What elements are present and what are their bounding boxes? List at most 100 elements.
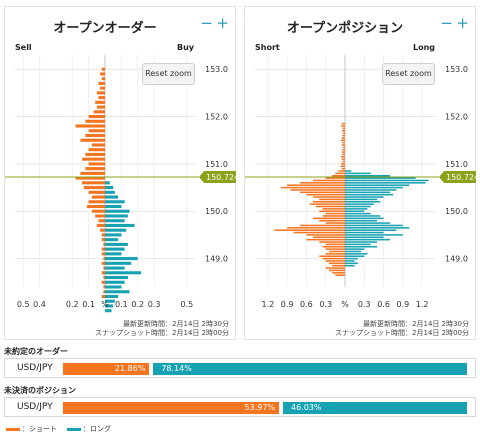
positions-left-bar: [335, 274, 345, 276]
positions-summary-bar: USD/JPY 53.97% 46.03%: [4, 397, 476, 417]
value-tick-label: 0.3: [319, 300, 332, 309]
positions-left-bar: [342, 141, 345, 144]
positions-right-bar: [345, 184, 410, 186]
orders-right-bar: [105, 228, 127, 232]
short-label: Short: [255, 43, 280, 52]
positions-left-bar: [332, 272, 345, 274]
price-tick-label: 150.0: [205, 207, 228, 216]
positions-left-bar: [328, 262, 345, 265]
positions-updated-time: 最新更新時間：2月14日 2時30分: [363, 320, 469, 328]
legend-short: ：ショート: [6, 424, 57, 434]
positions-left-bar: [342, 134, 345, 137]
positions-right-bar: [345, 243, 371, 246]
positions-left-bar: [300, 182, 345, 184]
positions-right-bar: [345, 248, 365, 250]
orders-left-bar: [98, 96, 105, 100]
orders-left-bar: [100, 72, 105, 76]
positions-left-bar: [316, 205, 345, 208]
orders-right-bar: [105, 242, 128, 246]
positions-right-bar: [345, 182, 426, 184]
value-tick-label: 0.3: [358, 300, 371, 309]
positions-left-bar: [342, 148, 345, 151]
positions-left-bar: [312, 201, 345, 203]
orders-left-bar: [103, 257, 105, 261]
reset-zoom-button[interactable]: Reset zoom: [382, 63, 435, 85]
value-tick-label: 0.2: [66, 300, 79, 309]
positions-left-bar: [338, 170, 345, 172]
orders-right-bar: [105, 271, 141, 275]
positions-right-bar: [345, 191, 390, 194]
price-tick-label: 151.0: [205, 160, 228, 169]
positions-left-bar: [340, 165, 345, 168]
positions-right-bar: [345, 236, 384, 239]
orders-left-bar: [93, 110, 105, 114]
positions-left-bar: [341, 125, 345, 127]
positions-right-bar: [345, 262, 358, 265]
orders-left-bar: [88, 162, 105, 166]
positions-right-bar: [345, 186, 403, 189]
reset-zoom-button[interactable]: Reset zoom: [142, 63, 195, 85]
legend-short-label: ：ショート: [22, 425, 57, 433]
orders-left-bar: [75, 124, 105, 128]
orders-left-bar: [87, 204, 105, 209]
orders-left-bar: [101, 271, 105, 275]
orders-right-bar: [105, 190, 115, 194]
legend: ：ショート ：ロング: [6, 424, 111, 434]
orders-left-bar: [98, 219, 105, 223]
positions-right-bar: [345, 253, 368, 255]
positions-right-bar: [345, 212, 371, 215]
positions-left-bar: [319, 210, 345, 213]
positions-left-bar: [300, 224, 345, 227]
orders-left-bar: [101, 280, 105, 284]
positions-right-bar: [345, 198, 378, 201]
positions-right-bar: [345, 201, 381, 203]
value-tick-label: 1.2: [416, 300, 429, 309]
positions-short-segment: 53.97%: [63, 402, 280, 414]
price-tick-label: 152.0: [205, 113, 228, 122]
positions-left-bar: [332, 174, 345, 177]
zoom-out-button[interactable]: −: [440, 14, 453, 32]
positions-summary-title: 未決済のポジション: [4, 386, 76, 395]
orders-short-segment: 21.86%: [63, 363, 150, 375]
positions-left-bar: [341, 158, 345, 160]
pair-label: USD/JPY: [17, 402, 53, 412]
price-tick-label: 152.0: [445, 113, 468, 122]
zoom-out-button[interactable]: −: [200, 14, 213, 32]
value-tick-label: 0.5: [180, 300, 193, 309]
orders-left-bar: [101, 67, 105, 71]
positions-long-segment: 46.03%: [283, 402, 467, 414]
positions-right-bar: [345, 179, 429, 182]
positions-left-bar: [312, 196, 345, 198]
orders-right-bar: [105, 200, 125, 204]
orders-left-bar: [98, 81, 105, 85]
orders-right-bar: [105, 181, 110, 185]
positions-left-bar: [325, 260, 345, 262]
legend-long-swatch: [67, 427, 81, 431]
value-tick-label: 0.5: [17, 300, 30, 309]
orders-left-bar: [101, 252, 105, 256]
current-price-label: 150.724: [206, 173, 237, 182]
orders-right-bar: [105, 280, 125, 284]
orders-right-bar: [105, 304, 114, 308]
positions-left-bar: [293, 231, 345, 234]
zoom-in-button[interactable]: +: [216, 14, 229, 32]
orders-left-bar: [91, 195, 105, 199]
orders-left-bar: [88, 115, 105, 119]
orders-right-bar: [105, 247, 125, 251]
zoom-in-button[interactable]: +: [456, 14, 469, 32]
orders-left-bar: [101, 261, 105, 265]
orders-right-bar: [105, 261, 132, 265]
open-orders-panel: オープンオーダー − + Sell Buy 153.0 152.0 151.0 150…: [4, 6, 237, 340]
orders-right-bar: [105, 214, 128, 218]
orders-left-bar: [88, 148, 105, 152]
positions-left-bar: [341, 144, 345, 146]
positions-left-bar: [341, 137, 345, 139]
orders-title: オープンオーダー: [53, 21, 157, 36]
positions-left-bar: [325, 222, 345, 224]
positions-right-bar: [345, 196, 384, 198]
sell-label: Sell: [15, 43, 32, 52]
orders-left-bar: [83, 186, 105, 190]
orders-left-bar: [103, 290, 105, 294]
value-tick-label: 1.2: [261, 300, 274, 309]
positions-right-bar: [345, 264, 355, 267]
